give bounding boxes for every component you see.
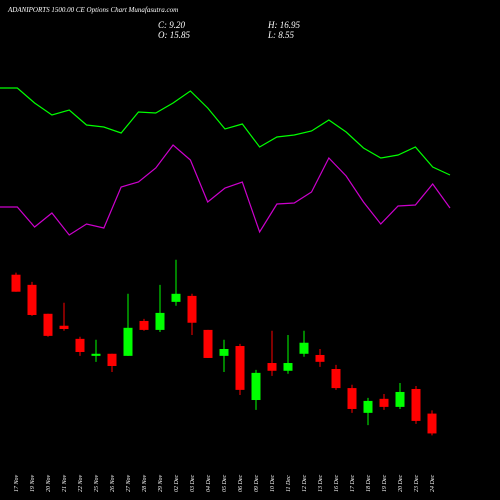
- candle-body: [43, 313, 53, 336]
- candle-body: [315, 354, 325, 362]
- x-tick-label: 22 Nov: [78, 474, 84, 492]
- x-tick-label: 02 Dec: [174, 475, 180, 492]
- x-tick-label: 19 Nov: [30, 474, 36, 492]
- chart-title: ADANIPORTS 1500.00 CE Options Chart Muna…: [7, 6, 178, 14]
- candle-body: [219, 349, 229, 356]
- ohlc-low: L: 8.55: [267, 30, 295, 40]
- candle-body: [331, 368, 341, 389]
- candle-body: [27, 284, 37, 315]
- line-series: [0, 144, 451, 236]
- x-tick-label: 10 Dec: [270, 475, 276, 492]
- candle-body: [203, 329, 213, 358]
- candle-body: [171, 293, 181, 302]
- candle-body: [283, 363, 293, 371]
- candle-body: [395, 391, 405, 407]
- candle-body: [267, 363, 277, 371]
- x-tick-label: 20 Dec: [398, 475, 404, 492]
- candle-body: [427, 413, 437, 434]
- line-series: [0, 87, 451, 176]
- candle-body: [59, 325, 69, 330]
- candle-body: [251, 372, 261, 401]
- x-tick-label: 20 Nov: [46, 474, 52, 492]
- x-tick-label: 06 Dec: [238, 475, 244, 492]
- x-tick-label: 05 Dec: [222, 475, 228, 492]
- candle-body: [75, 338, 85, 352]
- candle-body: [123, 327, 133, 356]
- x-tick-label: 26 Nov: [110, 474, 116, 492]
- ohlc-open: O: 15.85: [158, 30, 190, 40]
- x-tick-label: 21 Nov: [62, 474, 68, 492]
- x-tick-label: 03 Dec: [190, 475, 196, 492]
- x-tick-label: 12 Dec: [302, 475, 308, 492]
- candle-body: [155, 312, 165, 330]
- x-tick-label: 17 Nov: [14, 474, 20, 492]
- candle-body: [379, 398, 389, 407]
- x-tick-label: 11 Dec: [286, 475, 292, 492]
- x-tick-label: 28 Nov: [142, 474, 148, 492]
- x-tick-label: 09 Dec: [254, 475, 260, 492]
- x-tick-label: 13 Dec: [318, 475, 324, 492]
- x-tick-label: 18 Dec: [366, 475, 372, 492]
- candle-body: [187, 295, 197, 323]
- candle-body: [139, 320, 149, 330]
- ohlc-high: H: 16.95: [267, 20, 300, 30]
- x-tick-label: 27 Nov: [126, 474, 132, 492]
- x-tick-label: 17 Dec: [350, 475, 356, 492]
- candle-body: [299, 342, 309, 354]
- candle-body: [235, 346, 245, 390]
- x-tick-label: 16 Dec: [334, 475, 340, 492]
- candle-body: [411, 388, 421, 421]
- candle-body: [363, 400, 373, 413]
- x-tick-label: 23 Dec: [414, 475, 420, 492]
- x-tick-label: 24 Dec: [429, 475, 436, 492]
- candle-body: [11, 274, 21, 292]
- x-tick-label: 25 Nov: [94, 474, 100, 492]
- ohlc-close: C: 9.20: [158, 20, 186, 30]
- x-tick-label: 04 Dec: [205, 475, 212, 492]
- x-tick-label: 19 Dec: [382, 475, 388, 492]
- candle-body: [107, 353, 117, 367]
- candle-body: [347, 388, 357, 409]
- x-tick-label: 29 Nov: [158, 474, 164, 492]
- candle-body: [91, 353, 101, 356]
